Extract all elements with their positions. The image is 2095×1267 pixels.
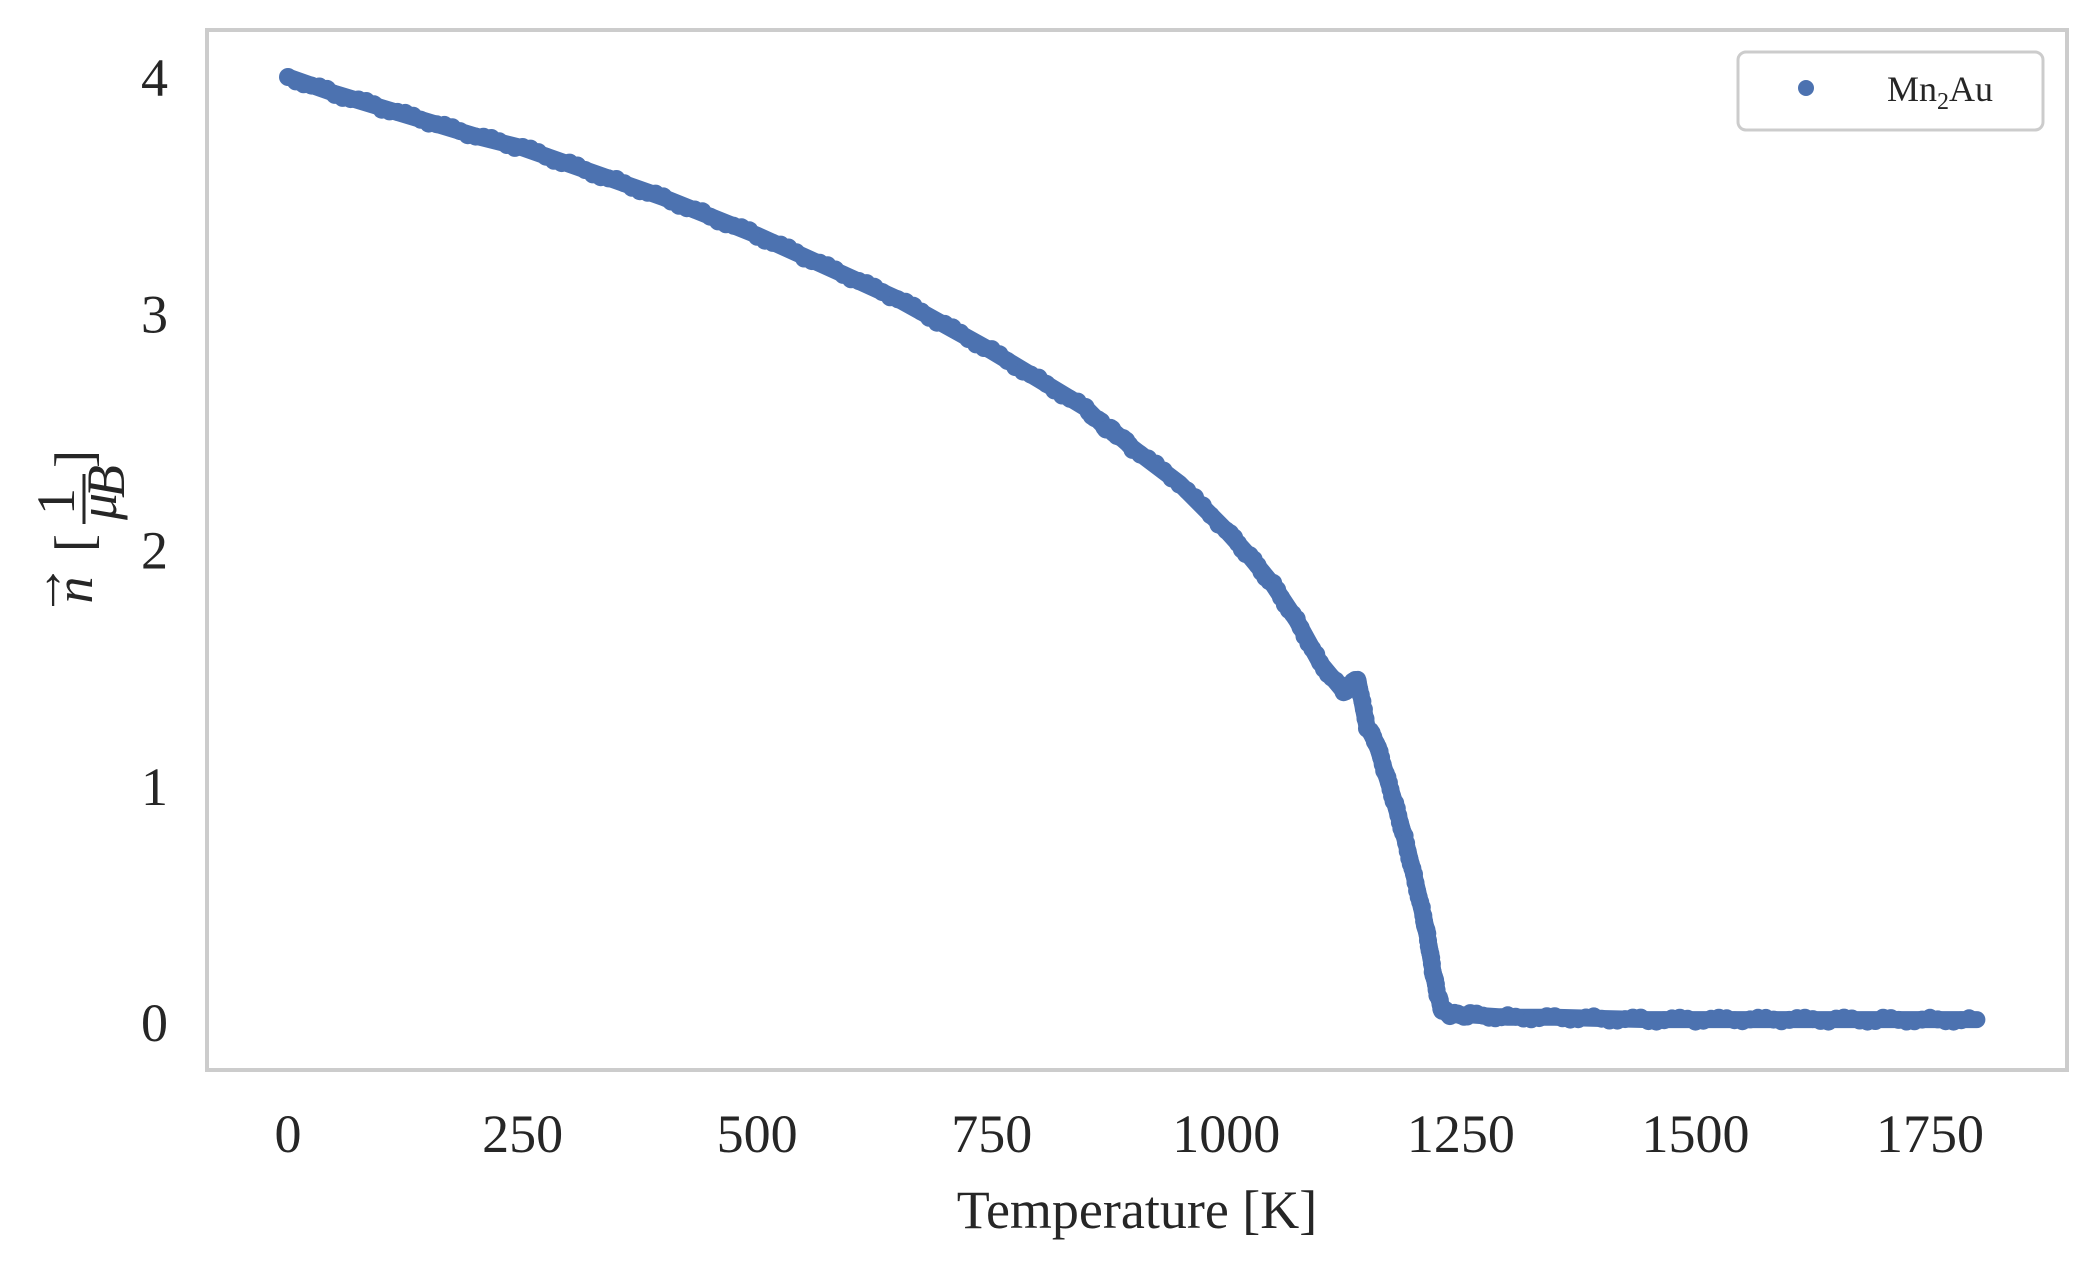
y-label-bracket-open: [ xyxy=(44,534,104,552)
y-tick-label: 1 xyxy=(141,757,168,817)
y-label-denominator-sub: B xyxy=(76,465,136,498)
legend: Mn2Au xyxy=(1736,50,2045,132)
y-label-denominator: μ xyxy=(68,493,128,521)
x-tick-label: 250 xyxy=(482,1104,563,1164)
x-tick-label: 1000 xyxy=(1172,1104,1280,1164)
x-axis-label: Temperature [K] xyxy=(957,1180,1318,1240)
y-label-bracket-close: ] xyxy=(44,450,104,468)
x-axis-ticks: 0 250 500 750 1000 1250 1500 1750 xyxy=(275,1104,1985,1164)
data-point xyxy=(1960,1009,1979,1028)
axes-frame xyxy=(205,28,2069,1072)
y-axis-label: n → [ 1 μ B ] xyxy=(14,450,136,617)
y-axis-ticks: 0 1 2 3 4 xyxy=(141,48,168,1053)
y-tick-label: 2 xyxy=(141,521,168,581)
x-tick-label: 1250 xyxy=(1407,1104,1515,1164)
data-series-mn2au xyxy=(279,68,1986,1031)
y-tick-label: 4 xyxy=(141,48,168,108)
y-tick-label: 3 xyxy=(141,284,168,344)
y-label-numerator: 1 xyxy=(26,488,86,515)
y-label-arrow: → xyxy=(14,563,74,617)
legend-marker-icon xyxy=(1798,80,1814,96)
x-tick-label: 1500 xyxy=(1641,1104,1749,1164)
x-tick-label: 500 xyxy=(717,1104,798,1164)
y-label-vector: n xyxy=(44,577,104,604)
x-tick-label: 0 xyxy=(275,1104,302,1164)
x-tick-label: 750 xyxy=(951,1104,1032,1164)
legend-frame xyxy=(1736,50,2045,132)
x-tick-label: 1750 xyxy=(1876,1104,1984,1164)
legend-label: Mn2Au xyxy=(1887,69,1993,115)
y-tick-label: 0 xyxy=(141,993,168,1053)
